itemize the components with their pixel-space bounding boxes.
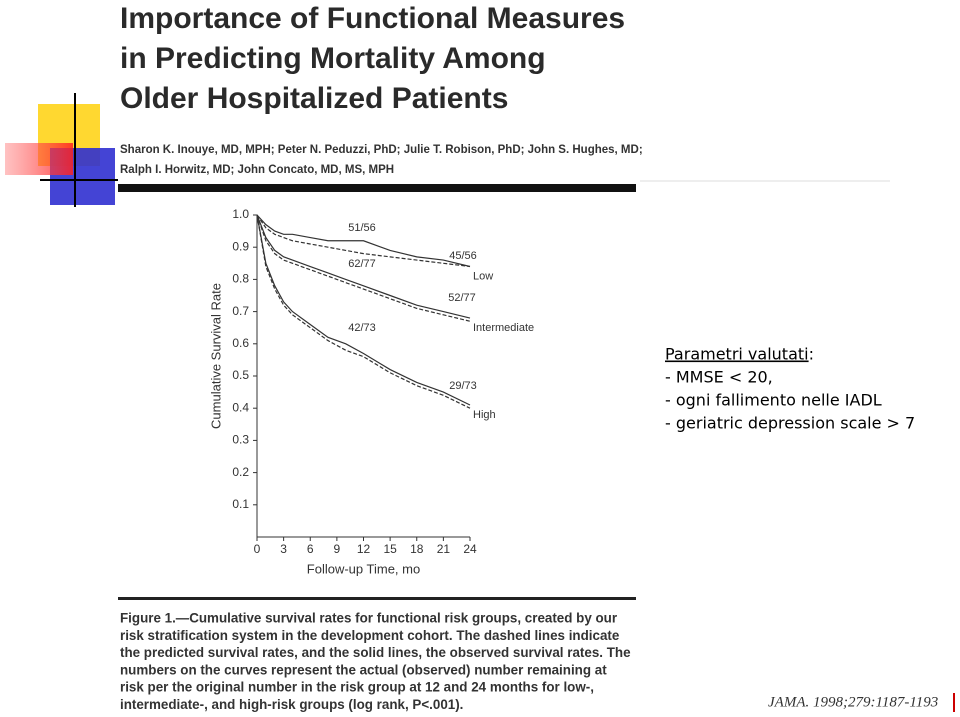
notes-item: - MMSE < 20, <box>665 368 773 387</box>
y-tick-label: 0.1 <box>232 497 249 511</box>
y-tick-label: 0.2 <box>232 465 249 479</box>
x-tick-label: 15 <box>383 542 397 556</box>
y-tick-label: 0.3 <box>232 433 249 447</box>
series-label: High <box>473 409 496 421</box>
notes-heading-suffix: : <box>809 345 814 364</box>
notes-item: - ogni fallimento nelle IADL <box>665 391 882 410</box>
observed-line <box>256 214 471 406</box>
x-tick-label: 18 <box>410 542 424 556</box>
series-label: Low <box>473 270 493 282</box>
series-label: Intermediate <box>473 322 534 334</box>
y-tick-label: 0.9 <box>232 239 249 253</box>
chart: 0.1 0.2 0.3 0.4 0.5 0.6 0.7 0.8 0.9 1.0 0 3 6 9 12 15 18… <box>208 207 534 576</box>
x-tick-label: 6 <box>307 542 314 556</box>
caption-line: Figure 1.—Cumulative survival rates for … <box>120 611 618 626</box>
predicted-line <box>256 214 471 268</box>
x-tick-label: 24 <box>463 542 477 556</box>
caption-line: risk stratification system in the develo… <box>120 628 619 643</box>
notes-heading: Parametri valutati <box>665 345 809 364</box>
observed-line <box>256 214 471 268</box>
annotation: 45/56 <box>449 250 477 262</box>
notes-item: - geriatric depression scale > 7 <box>665 414 915 433</box>
x-axis-label: Follow-up Time, mo <box>307 561 420 576</box>
predicted-line <box>256 214 471 322</box>
annotation: 52/77 <box>448 292 476 304</box>
x-tick-label: 0 <box>254 542 261 556</box>
y-tick-label: 0.6 <box>232 336 249 350</box>
notes: - MMSE < 20, - ogni fallimento nelle IADL… <box>665 368 915 433</box>
decoration <box>5 93 118 207</box>
predicted-line <box>256 214 471 409</box>
authors: Ralph I. Horwitz, MD; John Concato, MD, … <box>120 164 394 176</box>
y-tick-label: 1.0 <box>232 207 249 221</box>
observed-line <box>256 214 471 319</box>
annotation: 51/56 <box>348 222 376 234</box>
x-tick-label: 12 <box>357 542 371 556</box>
x-tick-label: 3 <box>280 542 287 556</box>
article-title: Older Hospitalized Patients <box>120 82 508 115</box>
citation: JAMA. 1998;279:1187-1193 <box>768 694 938 710</box>
x-tick-label: 9 <box>334 542 341 556</box>
y-tick-label: 0.7 <box>232 304 249 318</box>
caption-line: intermediate-, and high-risk groups (log… <box>120 697 463 712</box>
caption-line: risk per the original number in the risk… <box>120 680 594 695</box>
caption: Figure 1.—Cumulative survival rates for … <box>120 611 631 713</box>
article-title: in Predicting Mortality Among <box>120 42 546 75</box>
rule <box>118 184 636 192</box>
y-tick-label: 0.4 <box>232 400 249 414</box>
y-tick-label: 0.8 <box>232 272 249 286</box>
article-title: Importance of Functional Measures <box>120 2 625 35</box>
x-tick-label: 21 <box>437 542 451 556</box>
caption-line: numbers on the curves represent the actu… <box>120 662 607 677</box>
rule <box>118 597 636 600</box>
annotation: 62/77 <box>348 258 376 270</box>
annotation: 42/73 <box>348 322 376 334</box>
authors: Sharon K. Inouye, MD, MPH; Peter N. Pedu… <box>120 144 643 156</box>
y-tick-label: 0.5 <box>232 368 249 382</box>
caption-line: the predicted survival rates, and the so… <box>120 645 631 660</box>
annotation: 29/73 <box>449 380 477 392</box>
y-axis-label: Cumulative Survival Rate <box>208 283 223 429</box>
